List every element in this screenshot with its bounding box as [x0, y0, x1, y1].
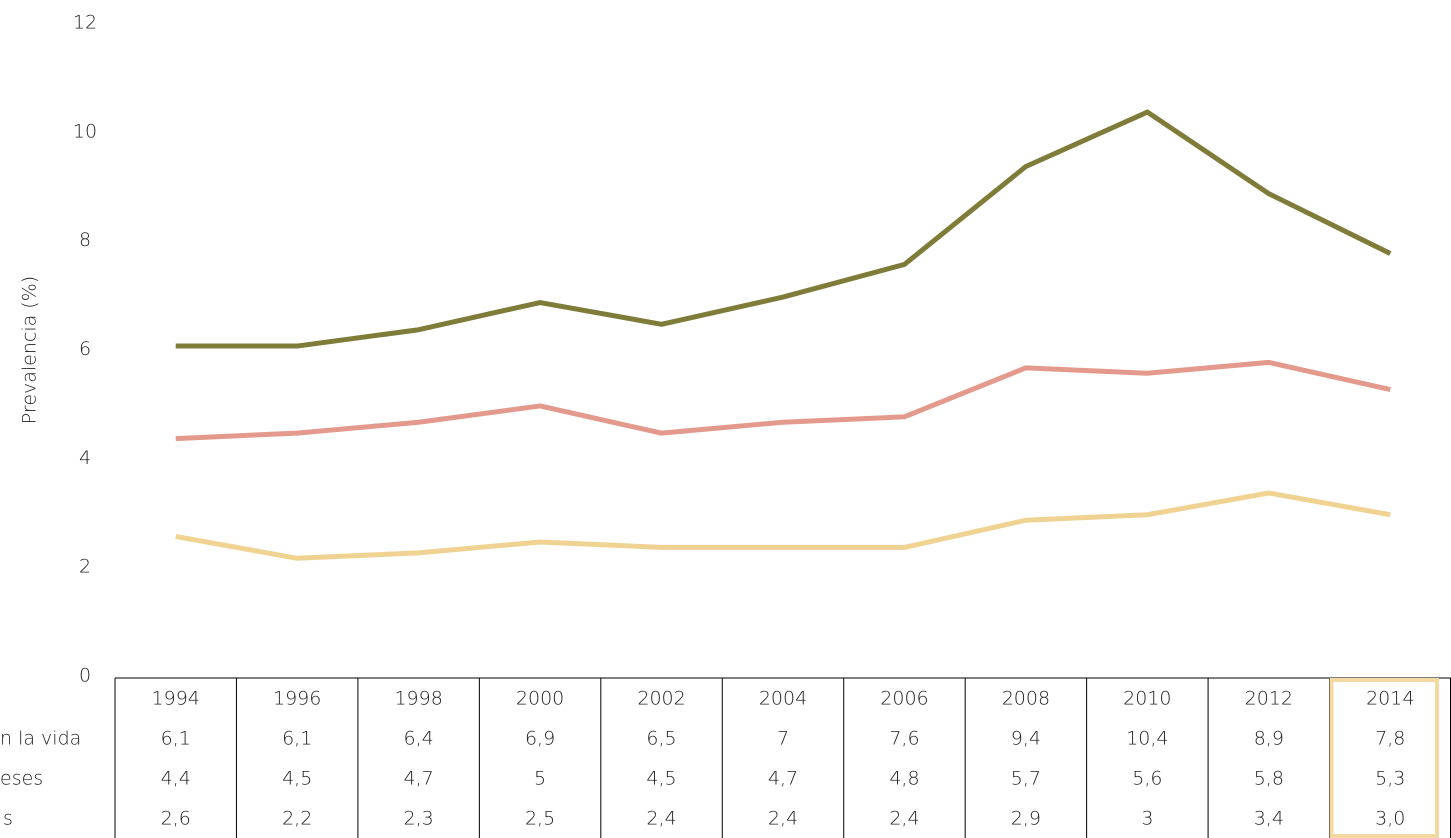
table-cell: 2,4 — [768, 808, 798, 830]
highlight-box — [1329, 678, 1439, 838]
x-tick-label: 2004 — [759, 688, 807, 710]
y-tick-label: 6 — [79, 338, 91, 360]
table-cell: 2,4 — [646, 808, 676, 830]
table-cell: 10,4 — [1126, 728, 1168, 750]
y-tick-label: 10 — [73, 120, 97, 142]
table-cell: 2,3 — [404, 808, 434, 830]
x-tick-label: 2002 — [637, 688, 685, 710]
y-tick-label: 8 — [79, 229, 91, 251]
table-cell: 5,6 — [1132, 768, 1162, 790]
table-cell: 4,5 — [282, 768, 312, 790]
table-cell: 3 — [1141, 808, 1153, 830]
y-tick-label: 12 — [73, 12, 97, 34]
table-cell: 4,8 — [889, 768, 919, 790]
y-tick-label: 2 — [79, 556, 91, 578]
table-cell: 2,2 — [282, 808, 312, 830]
table-cell: 7,8 — [1375, 728, 1405, 750]
table-cell: 4,5 — [646, 768, 676, 790]
x-tick-label: 2008 — [1002, 688, 1050, 710]
table-cell: 2,6 — [161, 808, 191, 830]
y-tick-label: 4 — [79, 447, 91, 469]
table-cell: 8,9 — [1254, 728, 1284, 750]
table-cell: 5,3 — [1375, 768, 1405, 790]
x-tick-label: 1996 — [273, 688, 321, 710]
series-line — [175, 359, 1391, 442]
table-cell: 4,4 — [161, 768, 191, 790]
y-axis-label: Prevalencia (%) — [19, 276, 41, 424]
legend-label: n la vida — [0, 728, 81, 750]
x-tick-label: 1998 — [394, 688, 442, 710]
table-cell: 6,4 — [404, 728, 434, 750]
x-tick-label: 2006 — [880, 688, 928, 710]
table-cell: 3,0 — [1375, 808, 1405, 830]
table-cell: 7 — [777, 728, 789, 750]
table-cell: 2,5 — [525, 808, 555, 830]
x-tick-label: 2014 — [1366, 688, 1414, 710]
table-cell: 6,5 — [646, 728, 676, 750]
table-cell: 3,4 — [1254, 808, 1284, 830]
series-line — [175, 490, 1391, 561]
table-cell: 6,1 — [282, 728, 312, 750]
table-cell: 2,4 — [889, 808, 919, 830]
x-tick-label: 2012 — [1245, 688, 1293, 710]
x-tick-label: 2000 — [516, 688, 564, 710]
x-tick-label: 2010 — [1123, 688, 1171, 710]
table-cell: 7,6 — [889, 728, 919, 750]
table-cell: 6,9 — [525, 728, 555, 750]
y-tick-label: 0 — [79, 665, 91, 687]
series-line — [175, 109, 1392, 349]
table-cell: 5,7 — [1011, 768, 1041, 790]
table-cell: 4,7 — [404, 768, 434, 790]
table-cell: 5 — [534, 768, 546, 790]
table-cell: 6,1 — [161, 728, 191, 750]
table-cell: 4,7 — [768, 768, 798, 790]
x-tick-label: 1994 — [152, 688, 200, 710]
table-cell: 9,4 — [1011, 728, 1041, 750]
table-cell: 2,9 — [1011, 808, 1041, 830]
legend-label: eses — [0, 768, 43, 790]
table-cell: 5,8 — [1254, 768, 1284, 790]
legend-label: s — [3, 808, 13, 830]
